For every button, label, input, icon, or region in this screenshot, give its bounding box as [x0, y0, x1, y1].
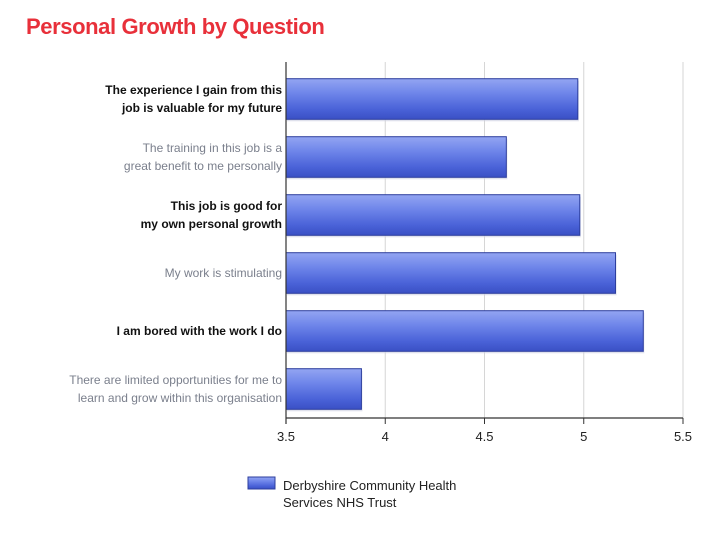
bar: [285, 310, 644, 352]
bar: [285, 194, 581, 236]
x-tick-label: 4: [382, 429, 389, 444]
category-label: My work is stimulating: [165, 266, 282, 280]
x-tick-label: 3.5: [277, 429, 295, 444]
chart-title: Personal Growth by Question: [26, 14, 325, 39]
bars: [285, 78, 645, 412]
grid-lines: [384, 62, 684, 418]
category-label: There are limited opportunities for me t…: [69, 373, 282, 405]
bar: [285, 252, 617, 294]
bar: [285, 136, 507, 178]
x-tick-label: 5.5: [674, 429, 692, 444]
bar: [285, 368, 362, 410]
x-tick-label: 4.5: [475, 429, 493, 444]
axes: [285, 62, 684, 424]
category-labels: The experience I gain from this job is va…: [69, 83, 282, 405]
category-label: I am bored with the work I do: [117, 324, 282, 338]
category-label: This job is good for my own personal grow…: [141, 199, 283, 231]
legend-swatch: [247, 476, 276, 490]
x-tick-label: 5: [580, 429, 587, 444]
category-label: The experience I gain from this job is va…: [105, 83, 282, 115]
category-label: The training in this job is a great benef…: [124, 141, 282, 173]
bar: [285, 78, 579, 120]
x-tick-labels: 3.5 4 4.5 5 5.5: [277, 429, 692, 444]
legend: Derbyshire Community Health Services NHS …: [247, 476, 456, 510]
legend-label: Derbyshire Community Health Services NHS …: [283, 478, 456, 510]
